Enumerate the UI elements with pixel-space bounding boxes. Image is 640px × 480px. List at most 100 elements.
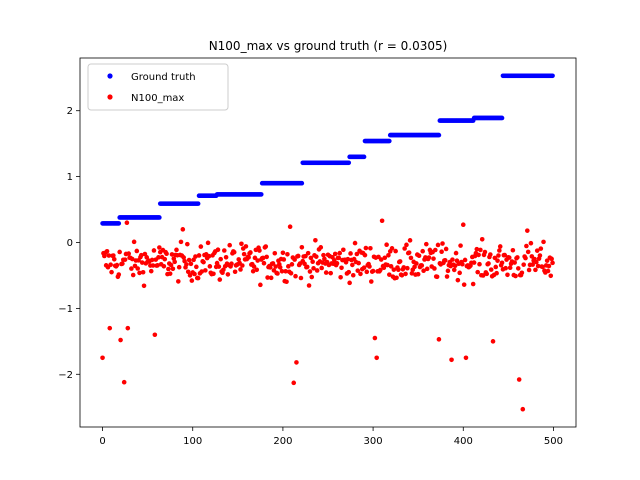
n100-max-point: [328, 270, 334, 276]
n100-max-point: [488, 267, 494, 272]
n100-max-point: [241, 251, 247, 257]
n100-max-point: [240, 263, 245, 268]
n100-max-point: [502, 252, 508, 258]
axes: 0 100 200 300 400 500 −2 −1 0 1 2: [58, 106, 563, 447]
n100-max-point: [184, 262, 189, 267]
n100-max-point: [254, 267, 260, 273]
n100-max-point: [372, 335, 378, 341]
n100-max-point: [406, 250, 412, 255]
ground-truth-point: [258, 192, 264, 197]
n100-max-point: [205, 240, 211, 246]
n100-max-point: [131, 239, 137, 245]
legend-label: N100_max: [131, 93, 184, 104]
n100-max-point: [155, 263, 160, 268]
n100-max-point: [475, 269, 481, 275]
n100-max-point: [196, 253, 202, 258]
n100-max-point: [453, 250, 459, 256]
n100-max-point: [243, 244, 249, 249]
n100-max-point: [426, 255, 432, 260]
plot-marks: [100, 73, 555, 412]
ground-truth-point: [157, 215, 162, 220]
n100-max-point: [307, 269, 313, 274]
n100-max-point: [295, 253, 301, 259]
n100-max-point: [268, 275, 274, 281]
n100-max-point: [432, 266, 437, 271]
n100-max-point: [318, 245, 324, 250]
x-tick-label: 400: [454, 436, 473, 447]
n100-max-point: [356, 260, 361, 266]
n100-max-point: [264, 254, 269, 260]
n100-max-point: [535, 263, 541, 269]
n100-max-point: [420, 248, 425, 254]
legend-label: Ground truth: [131, 72, 196, 83]
n100-max-point: [530, 262, 536, 267]
n100-max-point: [378, 257, 384, 262]
n100-max-point: [185, 269, 191, 275]
n100-max-point: [521, 262, 526, 267]
n100-max-point: [355, 268, 361, 273]
n100-max-point: [405, 265, 410, 271]
n100-max-point: [347, 280, 352, 286]
n100-max-point: [172, 259, 177, 265]
n100-max-point: [314, 268, 320, 273]
n100-max-point: [364, 269, 370, 275]
n100-max-point: [311, 266, 316, 271]
n100-max-point: [162, 256, 168, 262]
ground-truth-point: [195, 201, 201, 206]
n100-max-point: [313, 254, 319, 259]
n100-max-point: [462, 257, 468, 263]
n100-max-point: [505, 272, 510, 278]
n100-max-point: [404, 242, 409, 248]
y-tick-label: −2: [58, 370, 73, 381]
n100-max-point: [114, 262, 120, 268]
n100-max-point: [490, 339, 496, 344]
n100-max-point: [120, 261, 125, 266]
n100-max-point: [188, 261, 194, 267]
n100-max-point: [545, 268, 551, 274]
n100-max-point: [513, 273, 518, 279]
n100-max-point: [275, 271, 280, 276]
n100-max-point: [260, 255, 266, 261]
n100-max-point: [195, 275, 201, 281]
ground-truth-point: [299, 180, 305, 186]
n100-max-point: [450, 257, 455, 262]
n100-max-point: [414, 261, 419, 266]
n100-max-point: [458, 243, 463, 248]
n100-max-point: [337, 250, 343, 256]
n100-max-point: [124, 220, 130, 226]
n100-max-point: [176, 264, 182, 270]
n100-max-point: [488, 252, 493, 257]
n100-max-point: [199, 269, 205, 274]
n100-max-point: [525, 228, 530, 233]
n100-max-point: [424, 266, 430, 272]
n100-max-point: [439, 249, 444, 254]
n100-max-point: [408, 255, 414, 261]
n100-max-point: [221, 267, 226, 273]
n100-max-point: [214, 260, 220, 266]
n100-max-point: [415, 271, 421, 277]
n100-max-point: [354, 251, 360, 257]
n100-max-point: [440, 241, 445, 246]
n100-max-point: [139, 260, 145, 265]
n100-max-point: [525, 249, 531, 255]
n100-max-point: [277, 265, 283, 270]
n100-max-point: [304, 264, 310, 270]
n100-max-point: [461, 282, 467, 287]
ground-truth-point: [499, 115, 505, 121]
y-tick-label: 1: [67, 172, 73, 183]
n100-max-point: [435, 242, 441, 248]
n100-max-point: [391, 267, 397, 272]
n100-max-point: [503, 265, 508, 271]
ground-truth-point: [387, 138, 392, 144]
n100-max-point: [178, 239, 184, 245]
n100-max-point: [306, 283, 312, 288]
n100-max-point: [323, 270, 329, 275]
n100-max-point: [384, 242, 389, 248]
x-tick-label: 0: [99, 436, 105, 447]
n100-max-point: [463, 355, 469, 361]
n100-max-point: [534, 248, 540, 253]
n100-max-point: [341, 247, 346, 253]
n100-max-point: [346, 269, 352, 275]
n100-max-point: [479, 236, 485, 242]
n100-max-point: [140, 269, 146, 275]
